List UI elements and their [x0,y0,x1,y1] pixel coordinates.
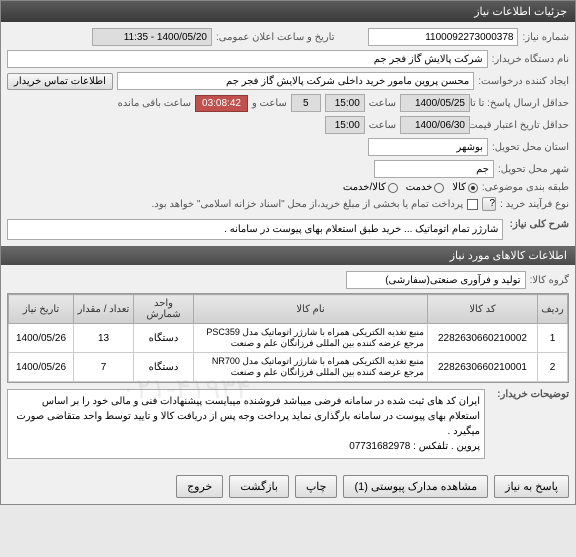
table-row[interactable]: 22282630660210001منبع تغذیه الکتریکی همر… [9,353,568,382]
radio-service[interactable]: خدمت [406,182,445,193]
radio-goods-service[interactable]: کالا/خدمت [343,182,398,193]
city-field: جم [374,160,494,178]
cell-date: 1400/05/26 [9,324,74,353]
cell-code: 2282630660210002 [428,324,538,353]
cell-name: منبع تغذیه الکتریکی همراه با شارژر اتوما… [194,324,428,353]
buyer-notes-label: توضیحات خریدار: [489,389,569,400]
table-header-row: ردیف کد کالا نام کالا واحد شمارش تعداد /… [9,295,568,324]
cell-index: 2 [538,353,568,382]
category-label: طبقه بندی موضوعی: [482,182,569,193]
process-help-button[interactable]: ? [482,197,496,211]
cell-qty: 7 [74,353,134,382]
window-titlebar: جزئیات اطلاعات نیاز [1,1,575,22]
buyer-name-field: شرکت پالایش گاز فجر جم [7,50,488,68]
requester-field: محسن پروین مامور خرید داخلی شرکت پالایش … [117,72,474,90]
hour-label-2: ساعت [369,120,396,131]
deadline-date-field: 1400/05/25 [400,94,470,112]
col-unit: واحد شمارش [134,295,194,324]
footer-button-bar: پاسخ به نیاز مشاهده مدارک پیوستی (1) چاپ… [1,469,575,504]
col-date: تاریخ نیاز [9,295,74,324]
hour-and-label: ساعت و [252,98,287,109]
province-field: بوشهر [368,138,488,156]
print-button[interactable]: چاپ [295,475,338,498]
province-label: استان محل تحویل: [492,142,569,153]
city-label: شهر محل تحویل: [498,164,569,175]
buyer-notes-text: ایران کد های ثبت شده در سامانه فرضی میبا… [7,389,485,459]
col-qty: تعداد / مقدار [74,295,134,324]
table-row[interactable]: 12282630660210002منبع تغذیه الکتریکی همر… [9,324,568,353]
answer-button[interactable]: پاسخ به نیاز [494,475,569,498]
process-checkbox[interactable] [467,199,478,210]
radio-goods[interactable]: کالا [452,182,478,193]
process-label: نوع فرآیند خرید : [500,199,569,210]
contact-info-button[interactable]: اطلاعات تماس خریدار [7,73,113,90]
description-text: شارژر تمام اتوماتیک ... خرید طبق استعلام… [7,219,503,240]
col-index: ردیف [538,295,568,324]
goods-section-header: اطلاعات کالاهای مورد نیاز [1,246,575,265]
goods-table: ردیف کد کالا نام کالا واحد شمارش تعداد /… [7,293,569,383]
buyer-name-label: نام دستگاه خریدار: [492,54,569,65]
deadline-label: حداقل ارسال پاسخ: تا تاریخ: [474,98,569,109]
validity-label: حداقل تاریخ اعتبار قیمت تا تاریخ: [474,120,569,131]
need-details-window: جزئیات اطلاعات نیاز شماره نیاز: 11000922… [0,0,576,505]
remaining-label: ساعت باقی مانده [118,98,191,109]
process-note: پرداخت تمام یا بخشی از مبلغ خرید،از محل … [152,199,464,210]
cell-unit: دستگاه [134,353,194,382]
goods-group-label: گروه کالا: [530,275,569,286]
col-name: نام کالا [194,295,428,324]
cell-code: 2282630660210001 [428,353,538,382]
datetime-label: تاریخ و ساعت اعلان عمومی: [216,32,335,43]
days-remain-field: 5 [291,94,321,112]
goods-group-field: تولید و فرآوری صنعتی(سفارشی) [346,271,526,289]
countdown-timer: 03:08:42 [195,95,248,112]
need-number-label: شماره نیاز: [522,32,569,43]
cell-unit: دستگاه [134,324,194,353]
validity-hour-field: 15:00 [325,116,365,134]
description-label: شرح کلی نیاز: [507,219,569,230]
exit-button[interactable]: خروج [176,475,223,498]
category-radio-group: کالا خدمت کالا/خدمت [343,182,478,193]
cell-qty: 13 [74,324,134,353]
hour-label-1: ساعت [369,98,396,109]
col-code: کد کالا [428,295,538,324]
validity-date-field: 1400/06/30 [400,116,470,134]
deadline-hour-field: 15:00 [325,94,365,112]
requester-label: ایجاد کننده درخواست: [478,76,569,87]
attachments-button[interactable]: مشاهده مدارک پیوستی (1) [343,475,488,498]
cell-name: منبع تغذیه الکتریکی همراه با شارژر اتوما… [194,353,428,382]
radio-circle-icon [468,183,478,193]
radio-circle-icon [388,183,398,193]
radio-circle-icon [434,183,444,193]
need-number-field: 1100092273000378 [368,28,518,46]
cell-index: 1 [538,324,568,353]
back-button[interactable]: بازگشت [229,475,289,498]
datetime-field: 1400/05/20 - 11:35 [92,28,212,46]
cell-date: 1400/05/26 [9,353,74,382]
